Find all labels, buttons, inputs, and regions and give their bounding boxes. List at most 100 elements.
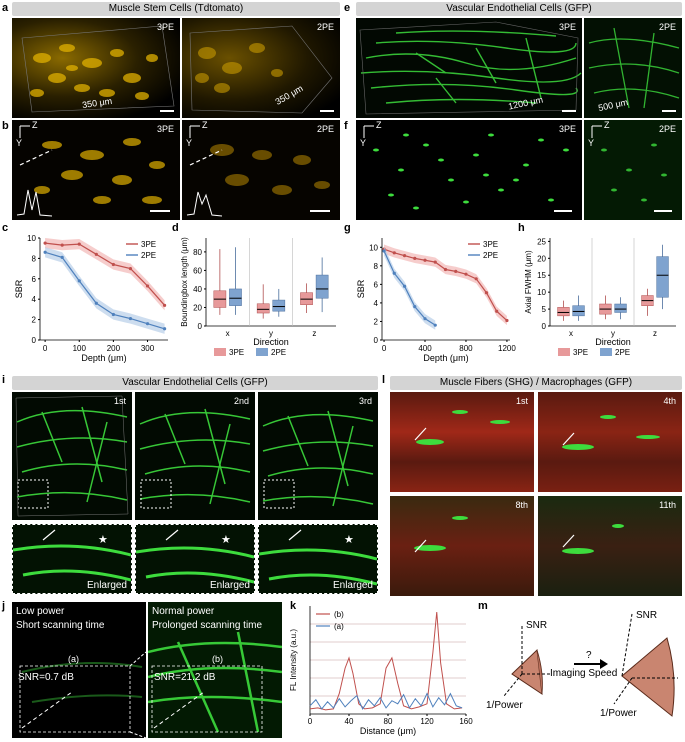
image-l-8th: 8th <box>390 496 534 596</box>
x-axis-label: Direction <box>253 337 289 347</box>
box-2PE <box>229 288 242 306</box>
point-3PE <box>128 267 133 271</box>
chart-h: 0 5 10 15 20 25 x y z Direction Axial FWHM (μm) 3PE… <box>524 237 676 357</box>
macrophages-l1 <box>414 410 510 445</box>
svg-text:★: ★ <box>221 534 231 546</box>
panel-label-i: i <box>2 374 6 386</box>
axis-y-f2: Y <box>588 138 595 148</box>
legend-label: 3PE <box>229 348 244 357</box>
panel-label-l: l <box>382 374 386 386</box>
point-3PE <box>413 256 417 260</box>
image-l-11th: 11th <box>538 496 682 596</box>
y-tick-label: 0 <box>374 336 379 345</box>
axis-z-f2: Z <box>604 120 610 130</box>
y-tick-label: 4 <box>374 299 379 308</box>
tag-a-3pe: 3PE <box>156 22 174 32</box>
scalebar <box>654 210 672 212</box>
x-tick-label: z <box>653 329 657 338</box>
chart-g: 0 2 4 6 8 10 0 400 800 1200 Depth (μm) SBR 3PE 2PE <box>356 238 516 363</box>
x-axis-label: Depth (μm) <box>423 353 468 363</box>
image-i-1st: 1st <box>12 392 132 520</box>
tag-a-2pe: 2PE <box>316 22 334 32</box>
legend-label: 3PE <box>483 240 498 249</box>
y-tick-label: 10 <box>27 234 36 243</box>
y-tick-label: 25 <box>537 237 546 246</box>
box-2PE <box>572 305 585 317</box>
axis-y-f1: Y <box>360 138 367 148</box>
panel-label-d: d <box>172 222 179 234</box>
point-3PE <box>60 243 64 247</box>
m-power-small: 1/Power <box>486 700 523 711</box>
image-j-low: Low power Short scanning time (a) SNR=0.… <box>12 602 146 738</box>
tag-f-3pe: 3PE <box>558 124 576 134</box>
y-tick-label: 4 <box>32 295 37 304</box>
j-label-low-power: Low power <box>16 606 65 617</box>
box-2PE <box>315 274 329 299</box>
y-tick-label: 10 <box>537 288 546 297</box>
y-axis-label: Axial FWHM (μm) <box>524 250 533 314</box>
image-f-2pe: Z Y 2PE <box>584 120 682 220</box>
x-tick-label: 1200 <box>498 344 516 353</box>
image-l-4th: 4th <box>538 392 682 492</box>
j-label-short-scan: Short scanning time <box>16 620 105 631</box>
small-cone <box>511 648 543 696</box>
scalebar <box>150 210 170 212</box>
tag-l-1st: 1st <box>515 396 528 406</box>
x-tick-label: 0 <box>308 717 313 726</box>
image-l-1st: 1st <box>390 392 534 492</box>
y-tick-label: 40 <box>193 285 202 294</box>
point-3PE <box>43 241 47 245</box>
svg-text:★: ★ <box>98 534 108 546</box>
point-2PE <box>111 312 115 317</box>
scalebar <box>554 210 572 212</box>
image-i-enlarged-1: ★ Enlarged <box>12 524 132 594</box>
axis-y-b1: Y <box>16 138 23 148</box>
green-vessels-3pe <box>359 21 582 115</box>
scalebar <box>160 110 174 112</box>
scalebar <box>562 110 576 112</box>
m-snr-large: SNR <box>636 610 657 621</box>
tag-e-3pe: 3PE <box>558 22 576 32</box>
point-2PE <box>392 271 396 275</box>
point-2PE <box>60 255 64 259</box>
x-tick-label: z <box>312 329 316 338</box>
panel-label-f: f <box>344 120 348 132</box>
chart-k: 0 40 80 120 160 Distance (μm) FL Intensity (a.… <box>289 606 473 736</box>
panel-i: 1st 2nd 3rd ★ Enlarged ★ <box>12 392 378 596</box>
tag-i-3rd: 3rd <box>358 396 372 406</box>
y-tick-label: 2 <box>374 317 379 326</box>
series-3PE <box>45 242 166 306</box>
legend-label: 2PE <box>141 251 156 260</box>
x-tick-label: 300 <box>141 344 155 353</box>
image-i-3rd: 3rd <box>258 392 378 520</box>
point-3PE <box>392 251 396 255</box>
green-vessels-2pe <box>588 27 680 109</box>
j-low-power <box>19 651 146 738</box>
box-3PE <box>557 307 570 317</box>
panel-label-k: k <box>290 600 297 612</box>
scalebar <box>662 110 676 112</box>
series-(a) <box>309 692 463 710</box>
panel-label-m: m <box>478 600 488 612</box>
box-2PE <box>614 303 627 313</box>
legend-swatch <box>256 348 268 356</box>
tag-e-2pe: 2PE <box>658 22 676 32</box>
header-vascular-i: Vascular Endothelial Cells (GFP) <box>12 376 378 390</box>
j-label-prolonged-scan: Prolonged scanning time <box>152 620 263 631</box>
header-muscle-stem-cells: Muscle Stem Cells (Tdtomato) <box>12 2 340 16</box>
m-question: ? <box>586 650 592 661</box>
image-b-2pe: Z Y 2PE <box>182 120 340 220</box>
scalebar <box>320 110 334 112</box>
x-tick-label: y <box>611 329 615 338</box>
panel-label-j: j <box>2 600 6 612</box>
j-snr-b: SNR=21.2 dB <box>154 672 216 683</box>
legend-label: 2PE <box>615 348 630 357</box>
x-tick-label: 100 <box>73 344 87 353</box>
image-a-2pe: 2PE 350 μm <box>182 18 340 118</box>
j-snr-a: SNR=0.7 dB <box>18 672 74 683</box>
macrophages-l11 <box>562 524 624 554</box>
x-tick-label: 800 <box>459 344 473 353</box>
x-tick-label: y <box>269 329 273 338</box>
